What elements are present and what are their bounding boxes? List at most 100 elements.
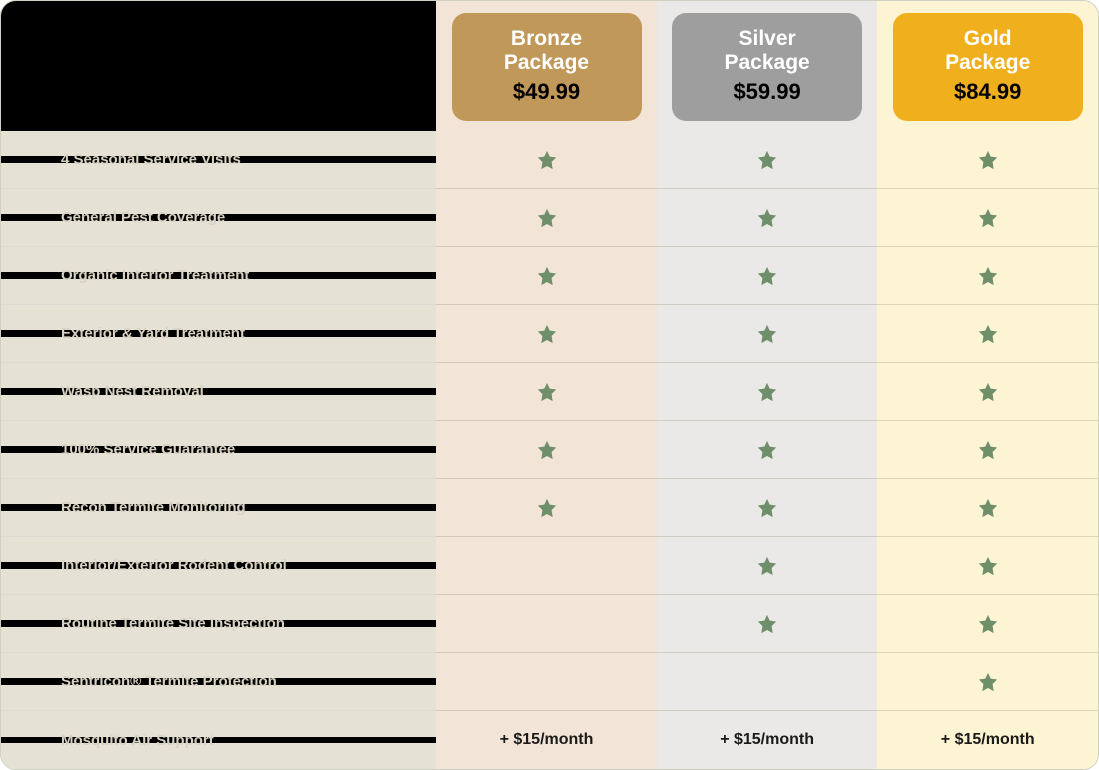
gold-cell (877, 189, 1098, 247)
bronze-cell (436, 421, 657, 479)
star-icon (977, 671, 999, 693)
star-icon (977, 323, 999, 345)
gold-addon-text: + $15/month (941, 731, 1035, 749)
silver-header-card: Silver Package $59.99 (672, 13, 862, 121)
star-icon (536, 497, 558, 519)
bronze-cell (436, 247, 657, 305)
gold-cell (877, 131, 1098, 189)
star-icon (536, 207, 558, 229)
gold-cell: + $15/month (877, 711, 1098, 769)
silver-cell (657, 131, 878, 189)
feature-row: Exterior & Yard Treatment (1, 305, 436, 363)
silver-column: Silver Package $59.99 + $15/month (657, 1, 878, 769)
bronze-cell (436, 653, 657, 711)
bronze-cell: + $15/month (436, 711, 657, 769)
features-column: 4 Seasonal Service Visits General Pest Co… (1, 1, 436, 769)
star-icon (756, 497, 778, 519)
feature-label: Mosquito Air Support (53, 728, 222, 753)
bronze-name-line2: Package (462, 51, 632, 75)
features-header-blank (1, 1, 436, 131)
gold-header-wrap: Gold Package $84.99 (877, 1, 1098, 131)
star-icon (756, 439, 778, 461)
silver-cell (657, 363, 878, 421)
star-icon (756, 555, 778, 577)
gold-cell (877, 421, 1098, 479)
feature-row: Wasp Nest Removal (1, 363, 436, 421)
feature-label: Wasp Nest Removal (53, 379, 212, 404)
star-icon (536, 439, 558, 461)
bronze-cell (436, 363, 657, 421)
silver-header-wrap: Silver Package $59.99 (657, 1, 878, 131)
star-icon (977, 381, 999, 403)
star-icon (756, 613, 778, 635)
pricing-comparison-table: 4 Seasonal Service Visits General Pest Co… (0, 0, 1099, 770)
star-icon (977, 439, 999, 461)
star-icon (536, 323, 558, 345)
star-icon (756, 207, 778, 229)
feature-row: 100% Service Guarantee (1, 421, 436, 479)
gold-header-card: Gold Package $84.99 (893, 13, 1083, 121)
feature-label: Recon Termite Monitoring (53, 495, 254, 520)
silver-name-line1: Silver (682, 27, 852, 51)
bronze-cell (436, 189, 657, 247)
star-icon (977, 149, 999, 171)
star-icon (756, 265, 778, 287)
star-icon (536, 265, 558, 287)
feature-row: Mosquito Air Support (1, 711, 436, 769)
silver-cell (657, 189, 878, 247)
bronze-header-wrap: Bronze Package $49.99 (436, 1, 657, 131)
gold-cell (877, 479, 1098, 537)
gold-cell (877, 653, 1098, 711)
feature-label: 100% Service Guarantee (53, 437, 243, 462)
gold-cell (877, 363, 1098, 421)
silver-cell (657, 305, 878, 363)
bronze-cell (436, 537, 657, 595)
feature-row: General Pest Coverage (1, 189, 436, 247)
gold-name-line2: Package (903, 51, 1073, 75)
feature-row: Organic Interior Treatment (1, 247, 436, 305)
gold-price: $84.99 (903, 79, 1073, 105)
gold-name-line1: Gold (903, 27, 1073, 51)
feature-row: Recon Termite Monitoring (1, 479, 436, 537)
bronze-header-card: Bronze Package $49.99 (452, 13, 642, 121)
feature-row: Routine Termite Site Inspection (1, 595, 436, 653)
star-icon (977, 207, 999, 229)
star-icon (756, 149, 778, 171)
feature-label: 4 Seasonal Service Visits (53, 147, 249, 172)
bronze-column: Bronze Package $49.99 + $15/month (436, 1, 657, 769)
gold-cell (877, 537, 1098, 595)
silver-name-line2: Package (682, 51, 852, 75)
silver-cell (657, 653, 878, 711)
feature-row: 4 Seasonal Service Visits (1, 131, 436, 189)
silver-cell: + $15/month (657, 711, 878, 769)
star-icon (536, 381, 558, 403)
star-icon (977, 613, 999, 635)
feature-label: Organic Interior Treatment (53, 263, 257, 288)
feature-row: Sentricon® Termite Protection (1, 653, 436, 711)
silver-cell (657, 421, 878, 479)
star-icon (977, 497, 999, 519)
feature-label: Interior/Exterior Rodent Control (53, 553, 295, 578)
feature-label: Sentricon® Termite Protection (53, 669, 285, 694)
star-icon (977, 265, 999, 287)
gold-cell (877, 247, 1098, 305)
silver-addon-text: + $15/month (720, 731, 814, 749)
bronze-cell (436, 479, 657, 537)
bronze-cell (436, 595, 657, 653)
silver-cell (657, 247, 878, 305)
star-icon (756, 323, 778, 345)
bronze-price: $49.99 (462, 79, 632, 105)
gold-cell (877, 595, 1098, 653)
silver-cell (657, 479, 878, 537)
bronze-cell (436, 131, 657, 189)
silver-price: $59.99 (682, 79, 852, 105)
feature-row: Interior/Exterior Rodent Control (1, 537, 436, 595)
gold-column: Gold Package $84.99 + $15/month (877, 1, 1098, 769)
feature-label: Exterior & Yard Treatment (53, 321, 253, 346)
feature-label: Routine Termite Site Inspection (53, 611, 293, 636)
bronze-name-line1: Bronze (462, 27, 632, 51)
feature-label: General Pest Coverage (53, 205, 233, 230)
bronze-addon-text: + $15/month (500, 731, 594, 749)
star-icon (977, 555, 999, 577)
silver-cell (657, 537, 878, 595)
